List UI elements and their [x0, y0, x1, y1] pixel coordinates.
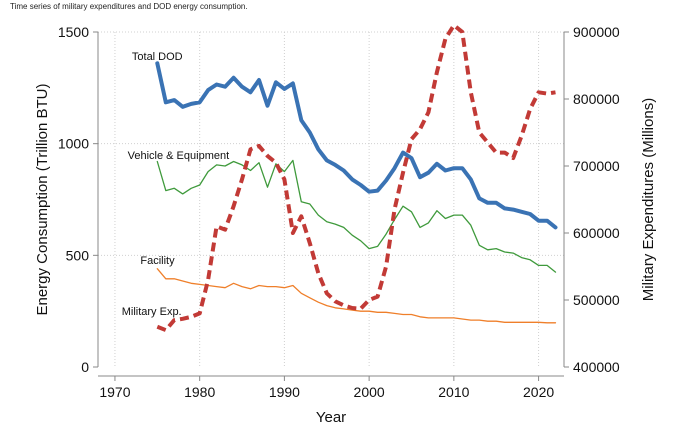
y-left-tick-label-1500: 1500: [58, 24, 89, 40]
series-label-military-exp: Military Exp.: [122, 306, 182, 318]
figure-caption: Time series of military expenditures and…: [10, 2, 248, 11]
series-layer: [155, 23, 558, 333]
series-line-vehicle-equipment: [156, 159, 557, 273]
x-tick-label-1980: 1980: [184, 384, 215, 400]
x-tick-label-2010: 2010: [438, 384, 469, 400]
series-label-facility: Facility: [140, 255, 175, 267]
series-label-vehicle-equipment: Vehicle & Equipment: [128, 150, 230, 162]
x-tick-label-2000: 2000: [354, 384, 385, 400]
x-tick-label-1970: 1970: [99, 384, 130, 400]
y-left-tick-label-500: 500: [66, 247, 90, 263]
series-line-military-exp: [156, 23, 556, 333]
y-right-tick-label-900000: 900000: [573, 24, 620, 40]
y-axis-right-title: Military Expenditures (Millions): [640, 98, 657, 301]
y-right-tick-label-600000: 600000: [573, 225, 620, 241]
y-left-tick-label-1000: 1000: [58, 136, 89, 152]
series-line-total-dod: [155, 61, 558, 230]
y-right-tick-label-700000: 700000: [573, 158, 620, 174]
y-right-tick-label-400000: 400000: [573, 359, 620, 375]
series-line-facility: [156, 268, 557, 324]
y-left-tick-label-0: 0: [81, 359, 89, 375]
x-tick-label-1990: 1990: [269, 384, 300, 400]
y-right-tick-label-800000: 800000: [573, 91, 620, 107]
series-label-total-dod: Total DOD: [132, 51, 183, 63]
labels-layer: Total DOD Vehicle & Equipment Facility Mili…: [122, 51, 229, 318]
y-axis-left-title: Energy Consumption (Trillion BTU): [34, 83, 51, 315]
y-right-tick-label-500000: 500000: [573, 292, 620, 308]
x-tick-label-2020: 2020: [523, 384, 554, 400]
axes-layer: 1970 1980 1990 2000 2010 2020 0 500 1000 1500 4000…: [58, 24, 620, 400]
x-axis-title: Year: [316, 409, 346, 426]
